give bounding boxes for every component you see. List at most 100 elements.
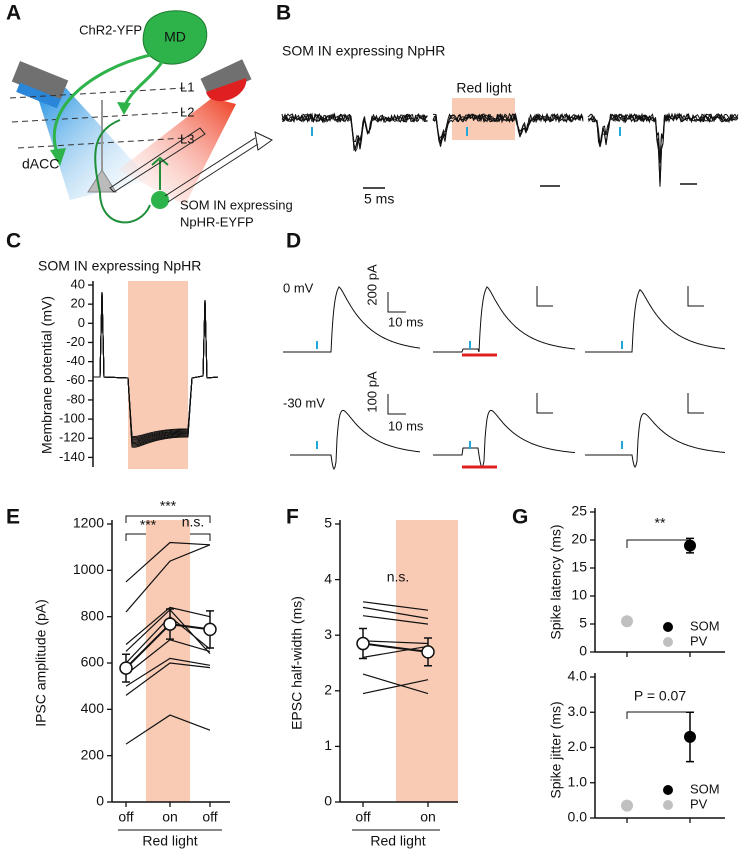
y-tick-label: 0 (579, 643, 587, 659)
light-label: Red light (456, 80, 511, 96)
trace (281, 112, 428, 143)
y-tick-label: 0 (78, 315, 85, 330)
annotation: n.s. (182, 514, 205, 530)
annotation: n.s. (387, 569, 410, 585)
y-tick-label: -120 (59, 430, 85, 445)
subject-line (125, 544, 211, 613)
y-tick-label: 2 (324, 682, 332, 698)
y-tick-label: 20 (71, 296, 85, 311)
layer-label: L1 (180, 79, 194, 94)
holding-label: 0 mV (283, 280, 314, 295)
x-tick-label: on (162, 809, 178, 825)
x-tick-label: off (202, 809, 217, 825)
x-tick-label: off (355, 809, 370, 825)
cell-label: NpHR-EYFP (180, 214, 254, 229)
subject-line (362, 606, 429, 620)
trace (587, 112, 739, 187)
y-tick-label: 800 (81, 607, 105, 623)
subject-line (362, 615, 429, 625)
x-axis-label: Red light (142, 833, 197, 849)
layer-label: L2 (180, 104, 194, 119)
panel-letter: B (276, 2, 291, 25)
lamp-red-face (206, 78, 247, 102)
legend-marker (663, 622, 673, 632)
legend-marker (663, 785, 673, 795)
subject-line (362, 640, 429, 645)
panel-letter: C (6, 230, 21, 253)
md-nucleus (142, 10, 208, 65)
y-tick-label: -80 (66, 391, 85, 406)
virus-label: ChR2-YFP (79, 22, 142, 37)
y-tick-label: 3 (324, 626, 332, 642)
y-tick-label: 1000 (73, 561, 104, 577)
pipette (109, 127, 206, 193)
projection (122, 61, 164, 109)
y-tick-label: 0 (324, 793, 332, 809)
recording-traces (281, 112, 739, 187)
subject-line (125, 662, 211, 696)
annotation: *** (140, 517, 157, 533)
subject-line (362, 601, 429, 611)
mean-point (356, 636, 370, 651)
subject-line (125, 657, 211, 687)
mean-point (119, 661, 133, 675)
trace (432, 112, 584, 140)
scale-label: 200 pA (364, 264, 379, 306)
trace (587, 112, 739, 164)
projection (52, 53, 151, 156)
trace (93, 291, 219, 437)
trace (587, 112, 739, 185)
point (684, 730, 696, 743)
y-tick-label: 5 (579, 615, 587, 631)
dendrite (151, 156, 169, 166)
panel-letter: G (512, 506, 528, 529)
scale-label: 100 pA (364, 371, 379, 413)
diagram: MD ChR2-YFP L1 L2 L3 dACC SOM IN express… (9, 10, 293, 229)
cell-label: SOM IN expressing (180, 197, 293, 212)
subject-line (125, 714, 211, 745)
lamp-red (200, 59, 252, 99)
lamp-blue-face (16, 82, 61, 109)
y-tick-label: 0.0 (568, 809, 588, 825)
trace (283, 286, 421, 353)
y-axis-label: Spike latency (ms) (548, 524, 564, 639)
legend-label: PV (690, 796, 708, 811)
mean-point (163, 617, 177, 631)
y-tick-label: 20 (571, 531, 587, 547)
trace (585, 288, 726, 353)
y-tick-label: 1.0 (568, 773, 588, 789)
y-tick-label: 400 (81, 700, 105, 716)
md-label: MD (164, 29, 186, 45)
x-tick-label: off (118, 809, 133, 825)
y-tick-label: 4 (324, 570, 332, 586)
region-label: dACC (22, 156, 59, 172)
axon (94, 119, 121, 193)
y-tick-label: 4.0 (568, 668, 588, 684)
y-tick-label: 1 (324, 737, 332, 753)
panel-letter: A (6, 2, 21, 25)
legend-label: PV (690, 633, 708, 648)
panel-letter: D (286, 230, 301, 253)
y-tick-label: 200 (81, 746, 105, 762)
y-tick-label: -60 (66, 372, 85, 387)
x-tick-label: on (420, 809, 436, 825)
subject-line (362, 645, 429, 658)
subject-line (362, 673, 429, 695)
y-tick-label: -100 (59, 411, 85, 426)
y-axis-label: Spike jitter (ms) (548, 701, 564, 798)
y-tick-label: -140 (59, 449, 85, 464)
annotation: P = 0.07 (634, 688, 687, 704)
som-cell (151, 191, 169, 209)
subject-line (362, 679, 429, 695)
panel-title: SOM IN expressing NpHR (282, 43, 445, 59)
scale-bar (387, 286, 704, 415)
y-tick-label: 25 (571, 503, 587, 519)
light-window (396, 520, 458, 802)
y-tick-label: 600 (81, 654, 105, 670)
y-tick-label: 40 (71, 276, 85, 291)
current-traces (283, 286, 726, 471)
axon (99, 191, 151, 224)
